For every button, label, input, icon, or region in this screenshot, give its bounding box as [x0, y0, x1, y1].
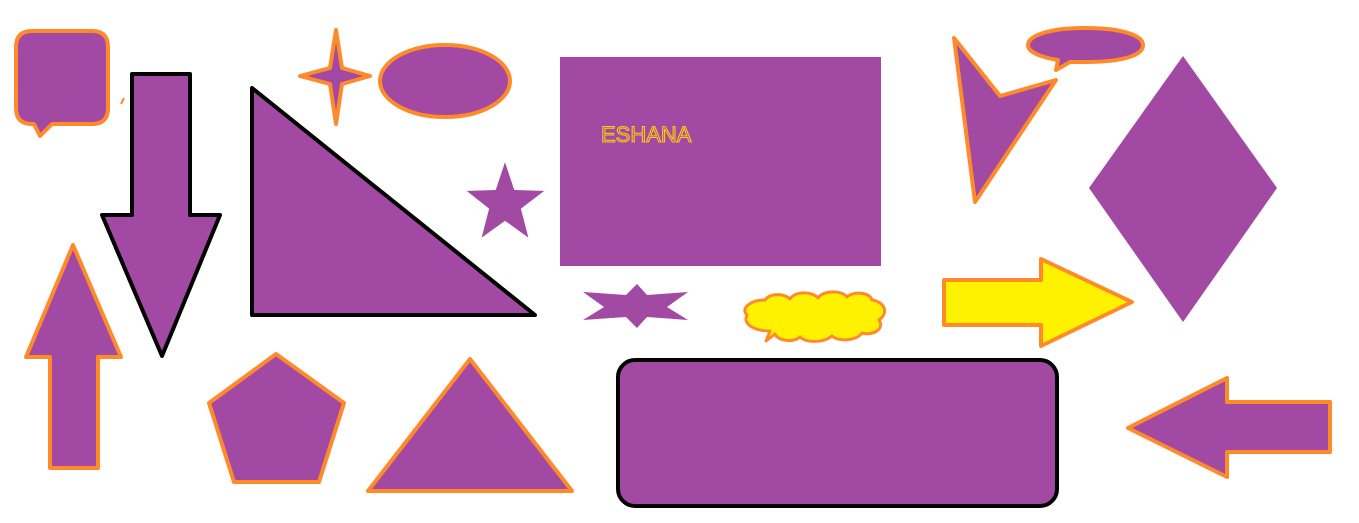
diamond: [1089, 56, 1277, 322]
cloud-callout: [743, 290, 887, 343]
pentagon: [207, 352, 346, 484]
stray-mark: [120, 97, 125, 105]
rectangle: [560, 57, 881, 266]
rounded-rectangle: [616, 358, 1059, 508]
arrow-left: [1126, 376, 1332, 479]
arrow-down: [100, 72, 222, 358]
ellipse: [378, 43, 512, 119]
callout-triangle: [952, 36, 1058, 204]
speech-bubble-rounded: [14, 29, 110, 138]
speech-bubble-oval: [1026, 26, 1145, 72]
five-point-star: [463, 158, 548, 241]
rectangle-label: ESHANA: [601, 122, 692, 147]
right-triangle: [250, 86, 537, 317]
triangle: [366, 357, 574, 493]
four-point-star: [298, 28, 372, 126]
six-point-star: [583, 284, 688, 328]
arrow-up: [24, 243, 123, 470]
arrow-right: [942, 257, 1134, 348]
